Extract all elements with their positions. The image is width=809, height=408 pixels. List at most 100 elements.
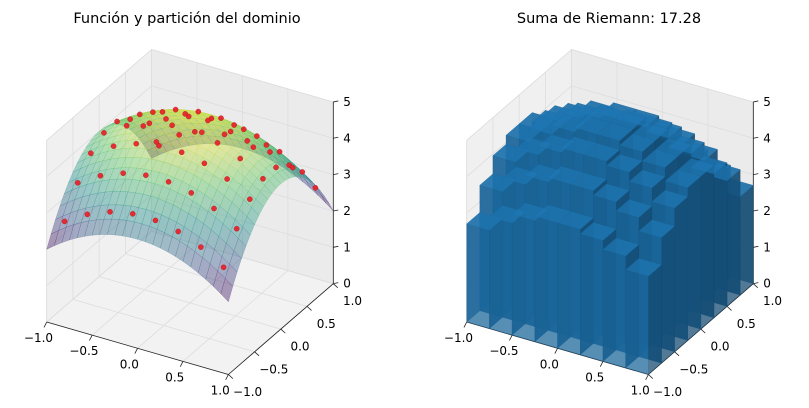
y-tick-label: 0.5 — [317, 317, 336, 331]
x-tick — [89, 335, 92, 340]
z-tick — [753, 246, 758, 247]
z-tick — [333, 283, 338, 284]
y-tick-label: 0.0 — [710, 340, 729, 354]
riemann-bar-face — [626, 270, 649, 375]
sample-point — [179, 150, 184, 155]
z-tick — [753, 283, 758, 284]
z-tick — [333, 174, 338, 175]
sample-point — [101, 130, 106, 135]
z-tick-label: 0 — [763, 277, 771, 291]
z-tick — [333, 137, 338, 138]
sample-point — [134, 141, 139, 146]
sample-point — [85, 212, 90, 217]
sample-point — [163, 116, 168, 121]
y-tick — [228, 375, 232, 379]
sample-point — [300, 169, 305, 174]
z-tick-label: 3 — [343, 168, 351, 182]
z-tick-label: 3 — [763, 168, 771, 182]
sample-point — [199, 130, 204, 135]
sample-point — [121, 171, 126, 176]
y-tick-label: −1.0 — [653, 385, 682, 399]
y-tick-label: −0.5 — [259, 362, 288, 376]
x-tick-label: −0.5 — [489, 344, 518, 358]
x-tick-label: −1.0 — [444, 331, 473, 345]
y-tick-label: −1.0 — [233, 385, 262, 399]
sample-point — [143, 173, 148, 178]
sample-point — [75, 180, 80, 185]
y-tick-label: −0.5 — [679, 362, 708, 376]
sample-point — [130, 211, 135, 216]
sample-point — [196, 109, 201, 114]
z-tick — [753, 101, 758, 102]
z-tick-label: 5 — [343, 95, 351, 109]
sample-point — [150, 110, 155, 115]
sample-point — [114, 119, 119, 124]
riemann-bar-face — [714, 163, 727, 318]
x-tick-label: 0.5 — [585, 370, 604, 384]
riemann-bar-face — [467, 224, 490, 329]
x-tick — [555, 348, 558, 353]
x-tick-label: −0.5 — [69, 344, 98, 358]
x-tick-label: 1.0 — [631, 384, 650, 398]
y-tick — [727, 306, 731, 310]
sample-point — [225, 176, 230, 181]
z-tick — [753, 210, 758, 211]
riemann-bar-face — [688, 176, 701, 340]
sample-point — [221, 265, 226, 270]
sample-point — [234, 226, 239, 231]
x-tick-label: −1.0 — [24, 331, 53, 345]
sample-point — [232, 122, 237, 127]
sample-point — [241, 127, 246, 132]
z-tick-label: 4 — [763, 131, 771, 145]
sample-point — [260, 176, 265, 181]
sample-point — [192, 129, 197, 134]
x-tick — [180, 361, 183, 366]
sample-point — [273, 165, 278, 170]
sample-point — [189, 190, 194, 195]
riemann-bar-face — [701, 165, 714, 329]
sample-point — [183, 111, 188, 116]
y-tick — [753, 284, 757, 288]
riemann-bar-face — [675, 197, 688, 352]
sample-point — [124, 123, 129, 128]
chart-title-right: Suma de Riemann: 17.28 — [517, 11, 701, 27]
riemann-bar-face — [535, 216, 558, 348]
x-tick-label: 0.5 — [165, 370, 184, 384]
z-tick-label: 1 — [763, 240, 771, 254]
sample-point — [211, 206, 216, 211]
sample-point — [267, 149, 272, 154]
sample-point — [111, 144, 116, 149]
sample-point — [153, 218, 158, 223]
x-tick-label: 0.0 — [120, 357, 139, 371]
y-tick-label: 1.0 — [343, 294, 362, 308]
sample-point — [277, 149, 282, 154]
x-tick — [464, 322, 467, 327]
sample-point — [62, 219, 67, 224]
z-tick-label: 0 — [343, 277, 351, 291]
y-tick-label: 0.0 — [290, 340, 309, 354]
z-tick-label: 5 — [763, 95, 771, 109]
riemann-bar-face — [603, 250, 626, 368]
sample-point — [147, 121, 152, 126]
riemann-bar-face — [740, 185, 753, 295]
z-tick — [333, 246, 338, 247]
riemann-bar-face — [558, 223, 581, 355]
sample-point — [177, 132, 182, 137]
x-tick — [226, 375, 229, 380]
sample-point — [198, 245, 203, 250]
y-tick-label: 1.0 — [763, 294, 782, 308]
sample-point — [247, 197, 252, 202]
sample-point — [107, 209, 112, 214]
y-tick — [701, 329, 705, 333]
riemann-bar-face — [662, 226, 675, 363]
y-tick — [255, 352, 259, 356]
z-tick — [333, 101, 338, 102]
z-tick — [333, 210, 338, 211]
sample-point — [215, 140, 220, 145]
riemann-bar-face — [727, 170, 740, 307]
x-tick — [600, 361, 603, 366]
sample-point — [160, 109, 165, 114]
